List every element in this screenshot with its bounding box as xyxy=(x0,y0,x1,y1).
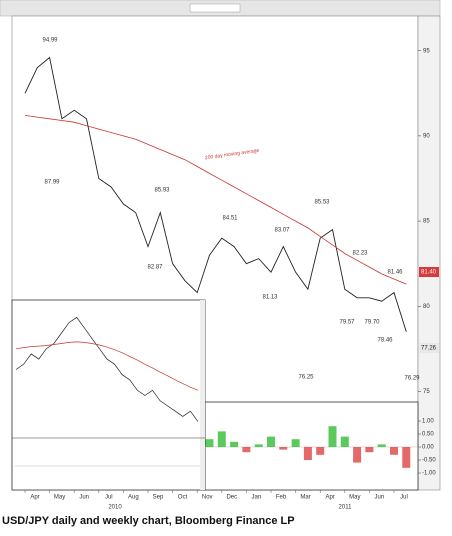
x-tick-label: Dec xyxy=(226,495,237,501)
oscillator-bar xyxy=(365,447,374,453)
annotation: 79.57 xyxy=(339,320,355,326)
x-tick-label: Sep xyxy=(153,495,164,501)
annotation: 82.23 xyxy=(352,251,368,257)
oscillator-bar xyxy=(303,447,312,460)
y2-tick-label: 0.50 xyxy=(422,432,434,438)
annotation: 79.70 xyxy=(364,320,380,326)
x-tick-label: May xyxy=(349,495,360,501)
x-tick-label: Feb xyxy=(276,495,287,501)
inset-panel xyxy=(11,299,206,491)
price-tag-box xyxy=(419,343,439,353)
annotation: 84.51 xyxy=(222,216,238,222)
y-tick-label: 80 xyxy=(423,304,430,310)
line xyxy=(15,341,199,391)
y-tick-label: 75 xyxy=(423,389,430,395)
line xyxy=(15,316,199,422)
price-tag: 81.40 xyxy=(421,270,437,276)
oscillator-bar xyxy=(254,444,263,447)
annotation: 81.46 xyxy=(387,270,403,276)
oscillator-bar xyxy=(205,439,214,447)
line xyxy=(24,56,407,332)
oscillator-bar xyxy=(316,447,325,455)
y-tick-label: 85 xyxy=(423,219,430,225)
price-tag-box xyxy=(419,267,439,277)
y2-tick-label: -1.00 xyxy=(422,471,436,477)
annotation: 76.25 xyxy=(298,375,314,381)
x-tick-label: Jun xyxy=(79,495,89,501)
oscillator-bar xyxy=(390,447,398,455)
annotation: 83.07 xyxy=(274,228,290,234)
y-tick-label: 90 xyxy=(423,133,430,139)
oscillator-bar xyxy=(267,436,275,447)
x-tick-label: Apr xyxy=(326,495,335,501)
annotation: 94.99 xyxy=(42,38,58,44)
ticker-box xyxy=(189,3,241,13)
inset-axis xyxy=(200,300,205,490)
annotation: 85.93 xyxy=(154,188,170,194)
x-tick-label: Jul xyxy=(400,495,408,501)
oscillator-bar xyxy=(353,447,362,463)
oscillator-bar xyxy=(230,441,239,447)
x-tick-label: Aug xyxy=(128,495,139,501)
oscillator-bar xyxy=(217,431,226,447)
y2-tick-label: 0.00 xyxy=(422,445,434,451)
annotation: 82.87 xyxy=(147,265,163,271)
year-label: 2011 xyxy=(339,505,353,511)
x-tick-label: May xyxy=(54,495,65,501)
oscillator-bar xyxy=(242,447,251,453)
x-tick-label: Apr xyxy=(30,495,39,501)
line xyxy=(24,115,407,285)
oscillator-bar xyxy=(377,444,386,447)
oscillator-bar xyxy=(340,436,349,447)
price-axis xyxy=(417,15,441,491)
annotation: 81.13 xyxy=(262,295,278,301)
y2-tick-label: 1.00 xyxy=(422,419,434,425)
x-tick-label: Oct xyxy=(178,495,188,501)
x-tick-label: Jul xyxy=(105,495,113,501)
x-tick-label: Jun xyxy=(375,495,385,501)
annotation: 87.99 xyxy=(44,180,60,186)
annotation: 85.53 xyxy=(314,200,330,206)
x-tick-label: Jan xyxy=(252,495,262,501)
x-tick-label: Mar xyxy=(300,495,310,501)
caption: USD/JPY daily and weekly chart, Bloomber… xyxy=(2,515,295,527)
y2-tick-label: -0.50 xyxy=(422,458,436,464)
year-label: 2010 xyxy=(108,505,122,511)
oscillator-bar xyxy=(402,447,411,468)
annotation: 78.46 xyxy=(377,338,393,344)
annotation: 76.29 xyxy=(404,376,420,382)
price-tag: 77.26 xyxy=(421,346,437,352)
y-tick-label: 95 xyxy=(423,48,430,54)
oscillator-bar xyxy=(291,439,300,447)
x-tick-label: Nov xyxy=(202,495,213,501)
oscillator-bar xyxy=(279,447,288,450)
oscillator-bar xyxy=(328,426,337,447)
